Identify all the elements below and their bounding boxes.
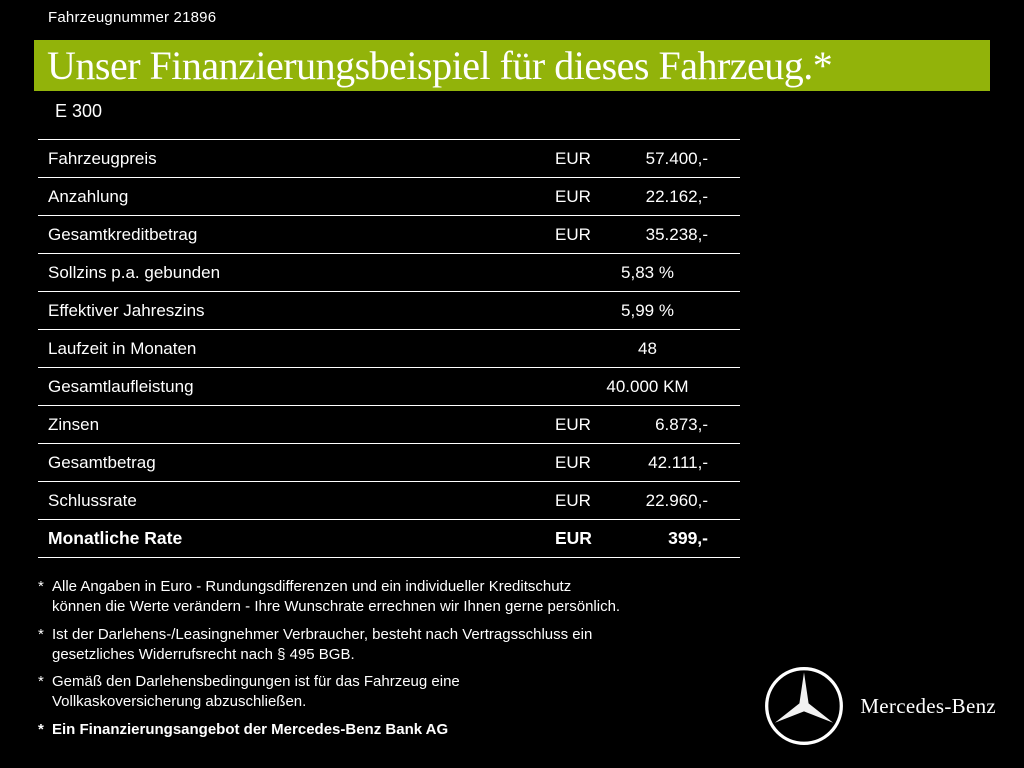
footnotes: * Alle Angaben in Euro - Rundungsdiffere… [38,577,738,747]
footnote-marker: * [38,720,44,738]
row-currency: EUR [555,224,591,244]
row-currency: EUR [555,414,591,434]
row-value: 5,83 % [621,262,674,282]
table-row: Schlussrate EUR 22.960,- [38,481,740,519]
row-value: 42.111,- [648,452,708,472]
row-value-area: 5,83 % [555,263,740,283]
row-value: 22.162,- [645,186,708,206]
row-currency: EUR [555,490,591,510]
footnote-marker: * [38,578,44,595]
row-value-area: EUR 57.400,- [555,149,740,169]
row-label: Effektiver Jahreszins [48,300,205,320]
banner-title: Unser Finanzierungsbeispiel für dieses F… [47,43,833,88]
row-label: Gesamtbetrag [48,452,156,472]
row-value-area: 5,99 % [555,301,740,321]
row-currency: EUR [555,528,592,548]
row-value: 399,- [668,528,708,548]
brand-name: Mercedes-Benz [860,693,996,718]
row-value: 35.238,- [645,224,708,244]
table-row: Gesamtlaufleistung 40.000 KM [38,367,740,405]
row-value-area: EUR 6.873,- [555,415,740,435]
row-value-area: EUR 22.162,- [555,187,740,207]
row-label: Fahrzeugpreis [48,148,157,168]
footnote-text: Ein Finanzierungsangebot der Mercedes-Be… [52,720,449,738]
row-label: Schlussrate [48,490,137,510]
brand-area: Mercedes-Benz [763,665,996,747]
table-row: Gesamtkreditbetrag EUR 35.238,- [38,215,740,253]
row-label: Gesamtlaufleistung [48,376,194,396]
row-value-area: EUR 42.111,- [555,453,740,473]
footnote-text: Ist der Darlehens-/Leasingnehmer Verbrau… [52,625,593,663]
banner: Unser Finanzierungsbeispiel für dieses F… [34,40,990,91]
row-value: 22.960,- [645,490,708,510]
row-value: 57.400,- [645,148,708,168]
table-row: Gesamtbetrag EUR 42.111,- [38,443,740,481]
table-row: Zinsen EUR 6.873,- [38,405,740,443]
footnote-text: Alle Angaben in Euro - Rundungsdifferenz… [52,578,621,616]
vehicle-number: Fahrzeugnummer 21896 [48,9,217,26]
table-row: Laufzeit in Monaten 48 [38,329,740,367]
table-row: Fahrzeugpreis EUR 57.400,- [38,139,740,177]
table-row: Anzahlung EUR 22.162,- [38,177,740,215]
footnote-text: Gemäß den Darlehensbedingungen ist für d… [52,673,460,711]
row-value: 48 [638,338,657,358]
row-value-area: 48 [555,339,740,359]
footnote: * Alle Angaben in Euro - Rundungsdiffere… [38,577,738,618]
row-label: Gesamtkreditbetrag [48,224,198,244]
footnote: * Ein Finanzierungsangebot der Mercedes-… [38,720,738,740]
row-value-area: EUR 35.238,- [555,225,740,245]
row-label: Zinsen [48,414,100,434]
row-currency: EUR [555,148,591,168]
row-value-area: 40.000 KM [555,377,740,397]
row-currency: EUR [555,186,591,206]
footnote-marker: * [38,673,44,690]
footnote: * Gemäß den Darlehensbedingungen ist für… [38,672,738,713]
table-row: Sollzins p.a. gebunden 5,83 % [38,253,740,291]
table-row: Monatliche Rate EUR 399,- [38,519,740,558]
row-label: Laufzeit in Monaten [48,338,197,358]
finance-table: Fahrzeugpreis EUR 57.400,- Anzahlung EUR… [38,139,740,558]
row-value: 40.000 KM [606,376,689,396]
mercedes-star-icon [763,665,845,747]
row-value: 6.873,- [655,414,708,434]
row-value-area: EUR 399,- [555,528,740,549]
footnote-marker: * [38,625,44,643]
footnote: * Ist der Darlehens-/Leasingnehmer Verbr… [38,625,738,666]
row-label: Monatliche Rate [48,528,183,548]
row-label: Sollzins p.a. gebunden [48,262,221,282]
row-value-area: EUR 22.960,- [555,491,740,511]
row-value: 5,99 % [621,300,674,320]
table-row: Effektiver Jahreszins 5,99 % [38,291,740,329]
row-currency: EUR [555,452,591,472]
row-label: Anzahlung [48,186,129,206]
model-name: E 300 [55,101,103,121]
